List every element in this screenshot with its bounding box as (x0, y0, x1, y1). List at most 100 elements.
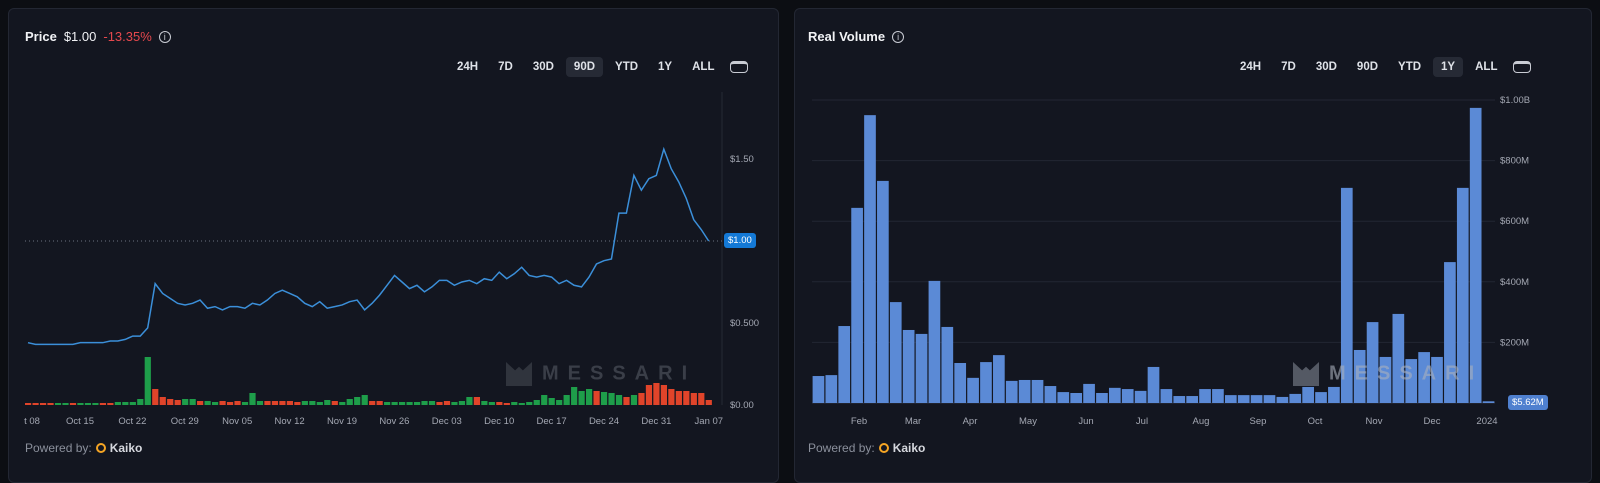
price-x-tick-label: Dec 17 (537, 416, 567, 427)
range-90d[interactable]: 90D (565, 57, 604, 77)
range-all[interactable]: ALL (1475, 61, 1498, 73)
price-x-tick-label: Oct 15 (66, 416, 94, 427)
volume-x-tick-label: Dec (1424, 416, 1441, 427)
volume-bar (1315, 392, 1327, 403)
kaiko-link[interactable]: Kaiko (892, 441, 926, 455)
range-30d[interactable]: 30D (532, 61, 554, 73)
volume-bar (1186, 396, 1199, 403)
volume-bar (451, 402, 458, 405)
range-24h[interactable]: 24H (1240, 61, 1262, 73)
volume-bar (526, 402, 533, 405)
volume-bar (993, 355, 1005, 403)
volume-bar (421, 401, 428, 405)
volume-bar (249, 393, 256, 405)
range-90d[interactable]: 90D (1356, 61, 1379, 73)
volume-bar (481, 401, 488, 405)
volume-bar (1469, 107, 1482, 404)
volume-bar (279, 401, 286, 405)
volume-bar (376, 401, 383, 405)
volume-bar (301, 401, 308, 405)
price-value: $1.00 (63, 29, 97, 44)
volume-bar (114, 402, 121, 405)
volume-bar (1340, 187, 1353, 403)
volume-bar (541, 395, 548, 405)
volume-x-tick-label: Nov (1366, 416, 1383, 427)
volume-bar (1083, 383, 1095, 403)
volume-bar (548, 398, 555, 405)
volume-bar (331, 401, 338, 405)
kaiko-link[interactable]: Kaiko (109, 441, 143, 455)
powered-by: Powered by: Kaiko (25, 441, 143, 455)
range-30d[interactable]: 30D (1315, 61, 1337, 73)
volume-bar (1392, 313, 1405, 403)
volume-bar (1224, 395, 1237, 403)
kaiko-logo-icon (878, 443, 889, 453)
calendar-icon[interactable] (1513, 61, 1532, 73)
kaiko-logo-icon (95, 443, 106, 453)
volume-bar (346, 399, 353, 405)
volume-bar (1096, 393, 1108, 403)
volume-bar (174, 400, 181, 405)
range-24h[interactable]: 24H (457, 61, 479, 73)
volume-bar (92, 403, 99, 405)
volume-bar (503, 403, 510, 405)
volume-bar (571, 387, 578, 405)
price-x-tick-label: Dec 10 (484, 416, 514, 427)
volume-bar (1431, 356, 1443, 403)
volume-bar (144, 357, 151, 405)
volume-range-selector: 24H 7D 30D 90D YTD 1Y ALL (1232, 57, 1532, 77)
volume-x-tick-label: Feb (851, 416, 867, 427)
volume-bar (653, 383, 660, 405)
volume-bar (1418, 352, 1430, 403)
range-ytd[interactable]: YTD (1398, 61, 1422, 73)
volume-bar (705, 400, 712, 405)
price-line (27, 146, 710, 346)
range-ytd[interactable]: YTD (615, 61, 639, 73)
volume-bar (324, 400, 331, 405)
volume-x-tick-label: Sep (1250, 416, 1267, 427)
volume-bar (941, 326, 954, 403)
price-header: Price $1.00 -13.35% i (25, 29, 171, 44)
volume-bar (137, 399, 144, 405)
info-icon[interactable]: i (158, 30, 171, 43)
volume-bar (32, 403, 39, 405)
volume-bar (1302, 386, 1314, 403)
range-7d[interactable]: 7D (1281, 61, 1296, 73)
volume-bar (316, 402, 323, 405)
range-1y[interactable]: 1Y (658, 61, 673, 73)
volume-bar (1108, 387, 1121, 403)
volume-bar (630, 395, 638, 405)
volume-x-tick-label: Apr (963, 416, 978, 427)
volume-bar (443, 401, 451, 405)
range-all[interactable]: ALL (692, 61, 715, 73)
price-x-tick-label: Nov 26 (379, 416, 409, 427)
volume-bar (47, 403, 54, 405)
volume-bar (1444, 262, 1456, 403)
range-1y[interactable]: 1Y (1433, 57, 1464, 77)
volume-bar (256, 401, 264, 405)
volume-bar (902, 329, 915, 403)
volume-bar (645, 385, 653, 405)
range-7d[interactable]: 7D (498, 61, 513, 73)
volume-bar (219, 401, 226, 405)
price-x-tick-label: Nov 12 (275, 416, 305, 427)
volume-bar (690, 393, 697, 405)
price-x-tick-label: Jan 07 (695, 416, 724, 427)
volume-bar (638, 393, 645, 405)
volume-bar (413, 402, 421, 405)
volume-bar (152, 389, 159, 405)
volume-bar (556, 400, 563, 405)
info-icon[interactable]: i (892, 30, 905, 43)
volume-bar (660, 385, 667, 405)
volume-bar (286, 401, 293, 405)
volume-bar (600, 392, 608, 405)
volume-bar (608, 393, 615, 405)
volume-bar (361, 395, 368, 405)
volume-bar (877, 180, 889, 403)
volume-bar (54, 403, 62, 405)
volume-bar (623, 397, 630, 405)
calendar-icon[interactable] (730, 61, 749, 73)
price-y-tick-label: $0.500 (730, 318, 759, 329)
volume-x-tick-label: May (1019, 416, 1037, 427)
volume-bar (384, 402, 391, 405)
